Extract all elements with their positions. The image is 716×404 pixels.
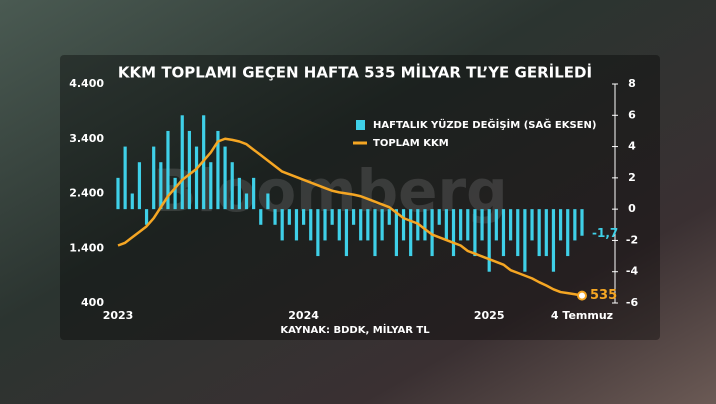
bar bbox=[280, 209, 284, 241]
bar bbox=[459, 209, 463, 241]
bar bbox=[209, 162, 213, 210]
y2-tick-label: 4 bbox=[628, 140, 636, 153]
x-tick-label: 2025 bbox=[474, 309, 505, 322]
bar bbox=[194, 146, 199, 210]
y2-tick-label: -4 bbox=[626, 265, 639, 278]
y-tick-label: 3.400 bbox=[69, 132, 104, 145]
value-label: -1,7 bbox=[592, 226, 618, 240]
bar bbox=[480, 209, 484, 241]
bar bbox=[394, 209, 398, 257]
chart-title: KKM TOPLAMI GEÇEN HAFTA 535 MİLYAR TL’YE… bbox=[118, 63, 592, 82]
bar bbox=[223, 146, 227, 210]
y2-tick-label: 2 bbox=[628, 171, 636, 184]
bar bbox=[487, 209, 491, 272]
bar bbox=[130, 193, 134, 210]
y-tick-label: 4.400 bbox=[69, 77, 104, 90]
bar bbox=[137, 162, 142, 210]
bar bbox=[116, 177, 120, 210]
bar bbox=[373, 209, 377, 257]
legend-swatch bbox=[356, 120, 365, 130]
bar bbox=[494, 209, 498, 241]
y2-tick-label: 0 bbox=[628, 202, 636, 215]
bar bbox=[294, 209, 299, 241]
bar bbox=[580, 209, 584, 236]
bar bbox=[451, 209, 456, 257]
bar bbox=[551, 209, 556, 272]
bar bbox=[330, 209, 334, 225]
line bbox=[117, 137, 583, 297]
bar bbox=[573, 209, 577, 241]
bar bbox=[351, 209, 356, 225]
bar bbox=[187, 130, 191, 210]
bar bbox=[516, 209, 520, 257]
bar bbox=[501, 209, 506, 257]
y2-tick-label: 6 bbox=[628, 108, 636, 121]
bar bbox=[566, 209, 570, 257]
bar bbox=[337, 209, 341, 241]
bar bbox=[466, 209, 470, 241]
y2-tick-label: 8 bbox=[628, 77, 636, 90]
y-tick-label: 400 bbox=[81, 296, 104, 309]
x-tick-label: 4 Temmuz bbox=[551, 309, 613, 322]
bar bbox=[166, 130, 170, 210]
x-tick-label: 2023 bbox=[103, 309, 134, 322]
bar bbox=[273, 209, 277, 225]
bar bbox=[259, 209, 263, 225]
bar bbox=[530, 209, 534, 241]
bar bbox=[344, 209, 349, 257]
bar bbox=[387, 209, 391, 225]
bar bbox=[252, 177, 256, 210]
bar bbox=[544, 209, 548, 257]
bar bbox=[323, 209, 327, 241]
bar bbox=[159, 162, 163, 210]
bar bbox=[152, 146, 156, 210]
bar bbox=[230, 162, 234, 210]
bar bbox=[216, 130, 220, 210]
bar bbox=[401, 209, 406, 241]
bar bbox=[144, 209, 149, 225]
bar bbox=[180, 115, 184, 210]
end-point bbox=[577, 290, 587, 301]
bar bbox=[309, 209, 313, 241]
bar bbox=[287, 209, 291, 225]
bar bbox=[444, 209, 448, 241]
bar bbox=[237, 177, 241, 210]
bar bbox=[437, 209, 441, 225]
value-label: 535 bbox=[590, 288, 617, 303]
bar bbox=[523, 209, 527, 272]
bar bbox=[359, 209, 363, 241]
x-tick-label: 2024 bbox=[288, 309, 319, 322]
bar bbox=[380, 209, 384, 241]
bar bbox=[430, 209, 434, 257]
legend-label: TOPLAM KKM bbox=[373, 138, 449, 149]
bar bbox=[409, 209, 413, 257]
bar bbox=[558, 209, 563, 241]
bar bbox=[473, 209, 477, 257]
bar bbox=[366, 209, 370, 241]
legend-label: HAFTALIK YÜZDE DEĞİŞİM (SAĞ EKSEN) bbox=[373, 117, 596, 131]
y-tick-label: 1.400 bbox=[69, 241, 104, 254]
bar bbox=[316, 209, 320, 257]
bar bbox=[123, 146, 127, 210]
bar bbox=[423, 209, 427, 241]
bar bbox=[537, 209, 541, 257]
bar bbox=[173, 177, 177, 210]
y-tick-label: 2.400 bbox=[69, 187, 104, 200]
bar bbox=[266, 193, 270, 210]
y2-tick-label: -6 bbox=[626, 296, 639, 309]
bar bbox=[244, 193, 249, 210]
bar bbox=[509, 209, 513, 241]
bar bbox=[302, 209, 306, 225]
source: KAYNAK: BDDK, MİLYAR TL bbox=[280, 322, 430, 336]
y2-tick-label: -2 bbox=[626, 233, 638, 246]
